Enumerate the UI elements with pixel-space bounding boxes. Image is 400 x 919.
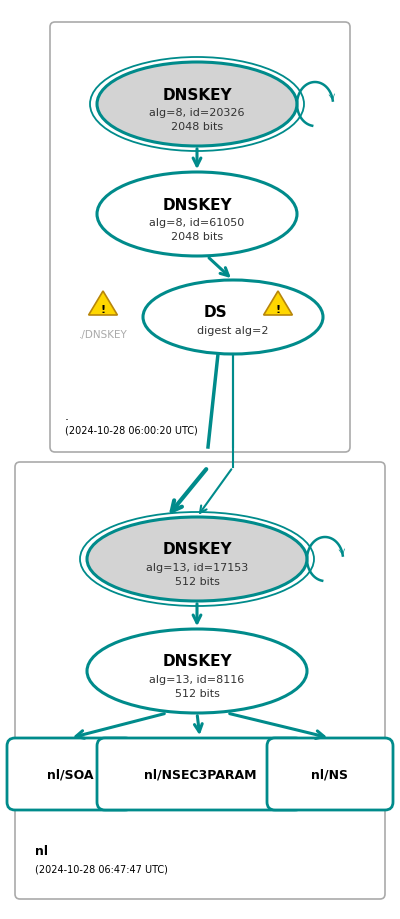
Text: alg=13, id=17153: alg=13, id=17153 [146, 562, 248, 573]
Polygon shape [264, 291, 292, 315]
Text: nl: nl [35, 844, 48, 857]
FancyBboxPatch shape [50, 23, 350, 452]
Text: nl/SOA: nl/SOA [47, 767, 93, 780]
Text: DNSKEY: DNSKEY [162, 87, 232, 102]
Text: alg=8, id=61050: alg=8, id=61050 [149, 218, 245, 228]
Text: DS: DS [203, 305, 227, 320]
Text: 2048 bits: 2048 bits [171, 232, 223, 242]
Text: alg=13, id=8116: alg=13, id=8116 [149, 675, 245, 685]
Text: ./DNSKEY: ./DNSKEY [79, 330, 127, 340]
Text: 2048 bits: 2048 bits [171, 122, 223, 131]
FancyBboxPatch shape [267, 738, 393, 811]
Text: (2024-10-28 06:00:20 UTC): (2024-10-28 06:00:20 UTC) [65, 425, 198, 436]
Ellipse shape [87, 517, 307, 601]
Text: digest alg=2: digest alg=2 [197, 325, 269, 335]
Text: nl/NSEC3PARAM: nl/NSEC3PARAM [144, 767, 256, 780]
Ellipse shape [97, 62, 297, 147]
Polygon shape [89, 291, 118, 315]
FancyBboxPatch shape [97, 738, 303, 811]
Text: (2024-10-28 06:47:47 UTC): (2024-10-28 06:47:47 UTC) [35, 864, 168, 874]
Text: .: . [65, 410, 69, 423]
Text: nl/NS: nl/NS [312, 767, 348, 780]
Text: 512 bits: 512 bits [174, 576, 220, 586]
Text: alg=8, id=20326: alg=8, id=20326 [149, 108, 245, 118]
Text: DNSKEY: DNSKEY [162, 653, 232, 669]
Ellipse shape [97, 173, 297, 256]
FancyBboxPatch shape [7, 738, 133, 811]
Text: !: ! [100, 304, 106, 314]
Text: DNSKEY: DNSKEY [162, 198, 232, 212]
Text: 512 bits: 512 bits [174, 688, 220, 698]
Ellipse shape [87, 630, 307, 713]
Text: !: ! [276, 304, 280, 314]
Ellipse shape [143, 280, 323, 355]
FancyBboxPatch shape [15, 462, 385, 899]
Text: DNSKEY: DNSKEY [162, 542, 232, 557]
